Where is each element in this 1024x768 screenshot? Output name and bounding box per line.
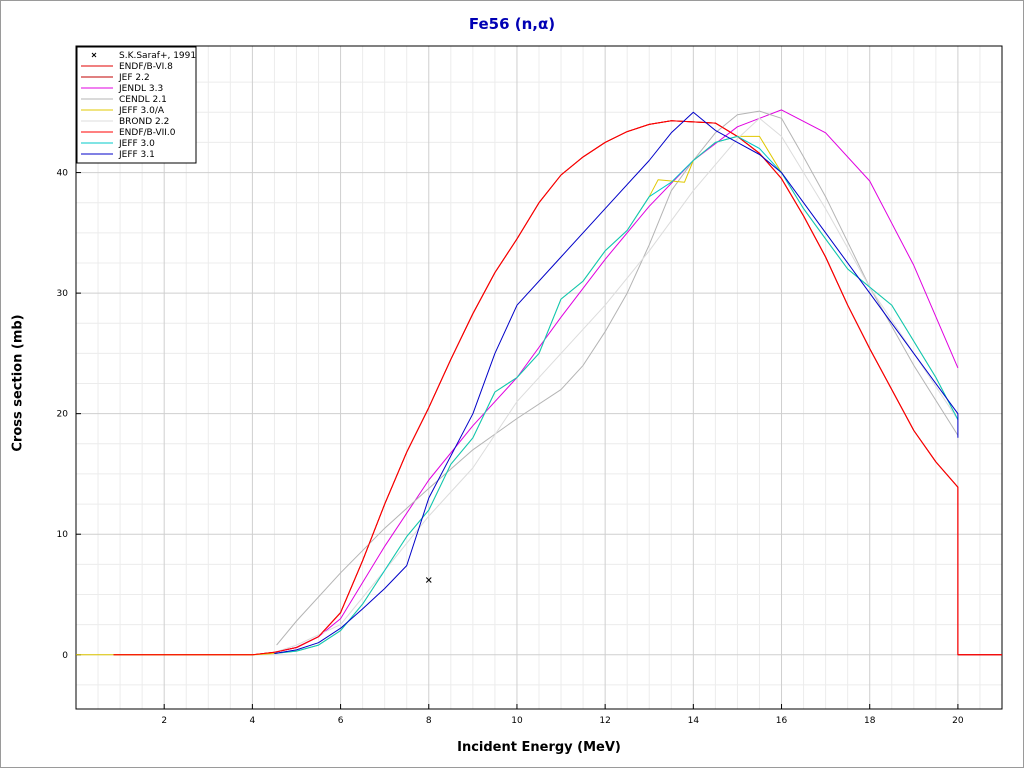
y-tick-label: 20	[57, 410, 69, 420]
legend-label: CENDL 2.1	[119, 95, 167, 105]
x-tick-label: 18	[864, 716, 876, 726]
marker-stroke	[91, 52, 97, 58]
y-tick-label: 0	[62, 651, 68, 661]
series-line	[274, 109, 959, 653]
legend-label: S.K.Saraf+, 1991	[119, 51, 196, 61]
legend-label: ENDF/B-VII.0	[119, 128, 176, 138]
legend-label: JEFF 3.0/A	[118, 106, 165, 116]
y-tick-label: 30	[57, 289, 69, 299]
y-tick-label: 40	[57, 169, 69, 179]
legend-label: JEFF 3.0	[118, 139, 155, 149]
chart-title: Fe56 (n,α)	[468, 15, 556, 33]
x-axis-label: Incident Energy (MeV)	[457, 740, 621, 755]
x-tick-label: 4	[250, 716, 256, 726]
x-tick-label: 8	[426, 716, 432, 726]
series-line	[113, 120, 1002, 656]
series-line	[274, 117, 959, 653]
x-tick-label: 16	[776, 716, 788, 726]
series-line	[274, 111, 959, 654]
legend-label: JEF 2.2	[118, 73, 150, 83]
x-tick-label: 12	[599, 716, 610, 726]
legend-label: JEFF 3.1	[118, 150, 155, 160]
legend-label: BROND 2.2	[119, 117, 169, 127]
x-tick-label: 2	[161, 716, 167, 726]
axes-box	[75, 45, 1003, 710]
x-tick-label: 20	[952, 716, 964, 726]
x-tick-label: 6	[338, 716, 344, 726]
legend-label: ENDF/B-VI.8	[119, 62, 173, 72]
legend-marker	[91, 52, 97, 58]
y-tick-label: 10	[57, 530, 69, 540]
series-line	[276, 110, 959, 646]
legend-label: JENDL 3.3	[118, 84, 163, 94]
major-grid	[76, 46, 1002, 709]
series-group	[76, 109, 1002, 656]
marker-stroke	[425, 577, 432, 583]
x-tick-label: 14	[688, 716, 700, 726]
data-point-marker	[425, 577, 432, 583]
series-line	[274, 135, 959, 654]
x-tick-label: 10	[511, 716, 523, 726]
